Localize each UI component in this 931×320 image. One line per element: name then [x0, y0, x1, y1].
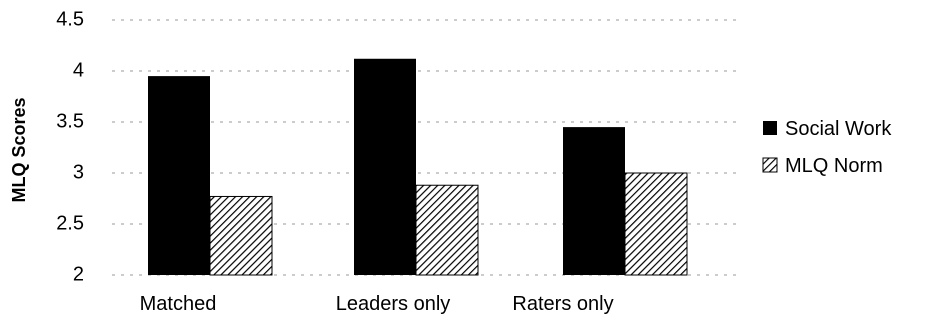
x-axis-categories: Matched Leaders only Raters only [140, 293, 614, 315]
x-category-label: Raters only [512, 293, 613, 315]
x-category-label: Matched [140, 293, 217, 315]
bar-social-work-leaders-only [354, 58, 416, 276]
y-tick-label: 3 [73, 161, 84, 183]
legend-swatch-mlq-norm [762, 157, 778, 173]
y-tick-label: 2.5 [56, 212, 84, 234]
legend: Social Work MLQ Norm [762, 118, 892, 177]
bar-social-work-raters-only [563, 127, 625, 275]
bars [148, 58, 688, 276]
bar-social-work-matched [148, 76, 210, 275]
y-tick-label: 2 [73, 263, 84, 285]
y-axis-ticks: 2 2.5 3 3.5 4 4.5 [56, 8, 84, 285]
legend-swatch-social-work [763, 121, 777, 135]
bar-mlq-norm-raters-only [624, 172, 688, 276]
legend-label-social-work: Social Work [785, 118, 892, 140]
y-tick-label: 4 [73, 59, 84, 81]
y-axis-label: MLQ Scores [9, 97, 29, 202]
legend-label-mlq-norm: MLQ Norm [785, 155, 883, 177]
bar-mlq-norm-leaders-only [415, 184, 479, 276]
x-category-label: Leaders only [336, 293, 451, 315]
y-tick-label: 4.5 [56, 8, 84, 30]
bar-mlq-norm-matched [209, 195, 273, 276]
y-tick-label: 3.5 [56, 110, 84, 132]
